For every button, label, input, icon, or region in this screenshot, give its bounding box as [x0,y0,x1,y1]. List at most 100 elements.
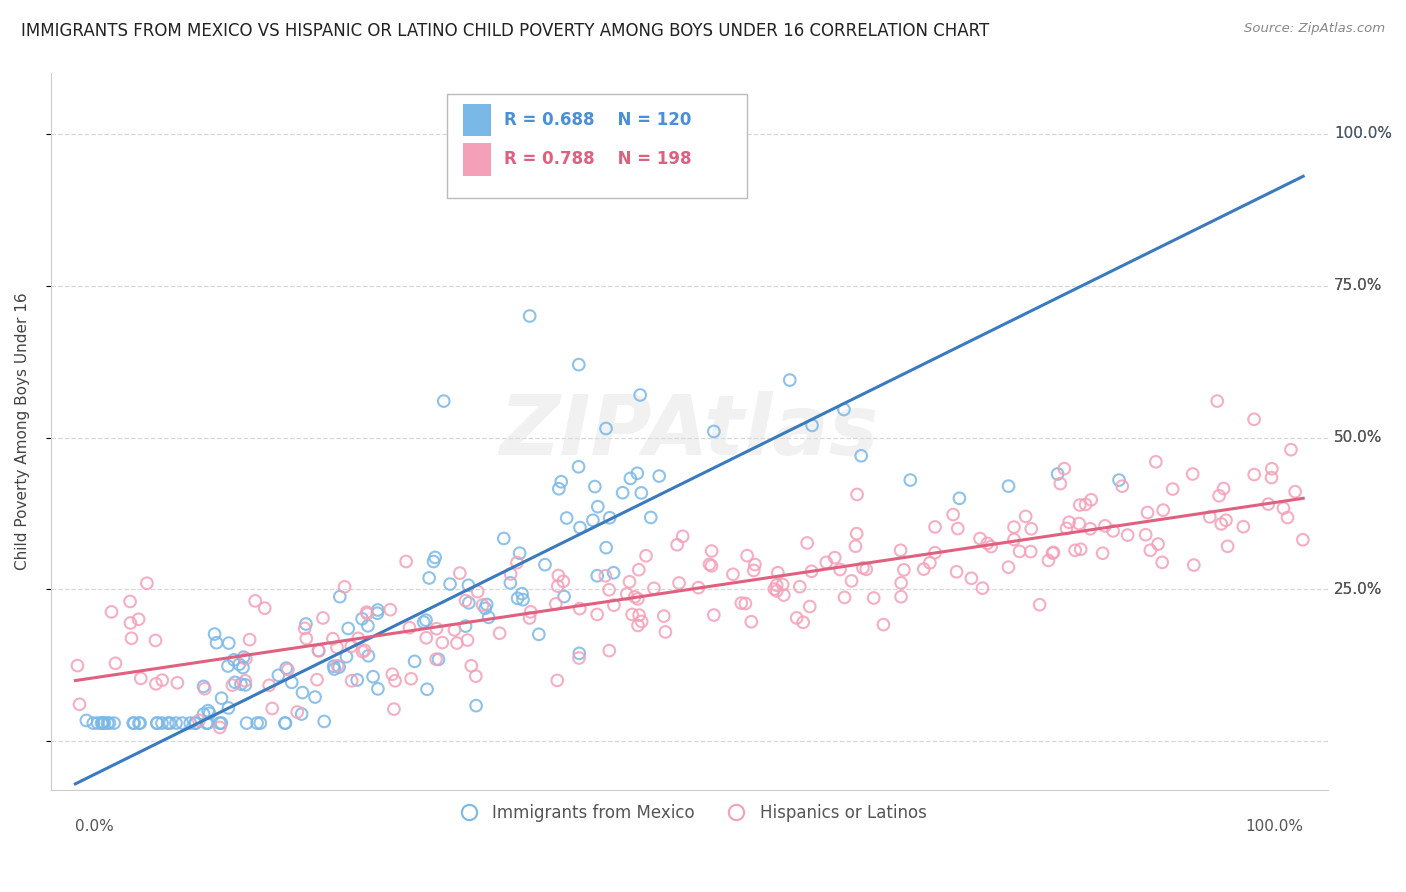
Point [257,678,280,692]
Point [1019,544,1042,558]
Point [352,612,374,626]
Point [209,716,232,731]
Point [249,716,271,731]
Point [416,682,439,697]
Point [1292,533,1315,547]
Point [616,587,638,601]
Point [465,698,488,713]
Point [205,636,228,650]
Point [346,673,368,687]
Point [1116,528,1139,542]
Point [314,714,336,729]
Point [217,701,239,715]
Point [208,716,231,731]
Text: R = 0.788    N = 198: R = 0.788 N = 198 [505,151,692,169]
Point [506,591,529,606]
FancyBboxPatch shape [464,144,491,176]
Point [194,681,217,696]
Point [492,532,515,546]
Point [97,716,120,731]
Point [425,622,447,636]
Point [322,659,344,673]
Point [550,475,572,489]
Point [308,644,330,658]
Point [765,578,787,592]
Point [1069,516,1091,531]
Point [700,558,723,573]
Point [595,421,617,435]
Point [519,309,541,323]
Point [356,605,378,619]
Point [128,716,150,731]
Point [418,571,440,585]
Point [623,590,645,604]
Point [98,716,121,731]
Point [323,662,346,676]
Point [291,685,314,699]
Point [285,705,308,719]
Point [357,648,380,663]
Point [204,627,226,641]
Point [1094,519,1116,533]
Point [353,643,375,657]
Point [1277,510,1299,524]
Point [145,633,167,648]
Point [91,716,114,731]
Point [1108,473,1130,487]
Point [643,582,665,596]
Point [474,601,496,615]
Point [1147,537,1170,551]
Point [997,560,1019,574]
Point [1243,467,1265,482]
Text: 75.0%: 75.0% [1334,278,1382,293]
Point [918,556,941,570]
Point [457,633,479,648]
Point [1069,498,1091,512]
Point [512,592,534,607]
Point [789,580,811,594]
Point [150,716,173,731]
Point [100,605,122,619]
Point [828,562,851,576]
Point [945,565,967,579]
Point [276,661,298,675]
Point [333,580,356,594]
Text: 50.0%: 50.0% [1334,430,1382,445]
Point [1102,524,1125,538]
Point [122,716,145,731]
Point [980,540,1002,554]
Point [1232,519,1254,533]
Point [1042,546,1064,560]
Point [960,571,983,585]
Point [291,706,314,721]
Point [274,716,297,731]
Point [630,486,652,500]
Point [553,590,575,604]
Point [443,623,465,637]
Point [398,621,420,635]
Point [1152,503,1174,517]
Point [672,529,695,543]
Point [382,702,405,716]
Point [499,575,522,590]
Point [1144,455,1167,469]
Point [547,568,569,582]
Point [1049,476,1071,491]
Point [122,716,145,731]
Point [893,563,915,577]
Point [467,584,489,599]
Point [1260,470,1282,484]
Point [156,716,179,731]
Point [159,716,181,731]
Point [1057,515,1080,529]
Point [280,675,302,690]
Point [1211,516,1233,531]
Point [1080,492,1102,507]
Point [1284,484,1306,499]
Point [619,574,641,589]
Point [976,536,998,550]
Y-axis label: Child Poverty Among Boys Under 16: Child Poverty Among Boys Under 16 [15,293,30,570]
Point [763,582,786,596]
Point [457,596,479,610]
Point [779,373,801,387]
